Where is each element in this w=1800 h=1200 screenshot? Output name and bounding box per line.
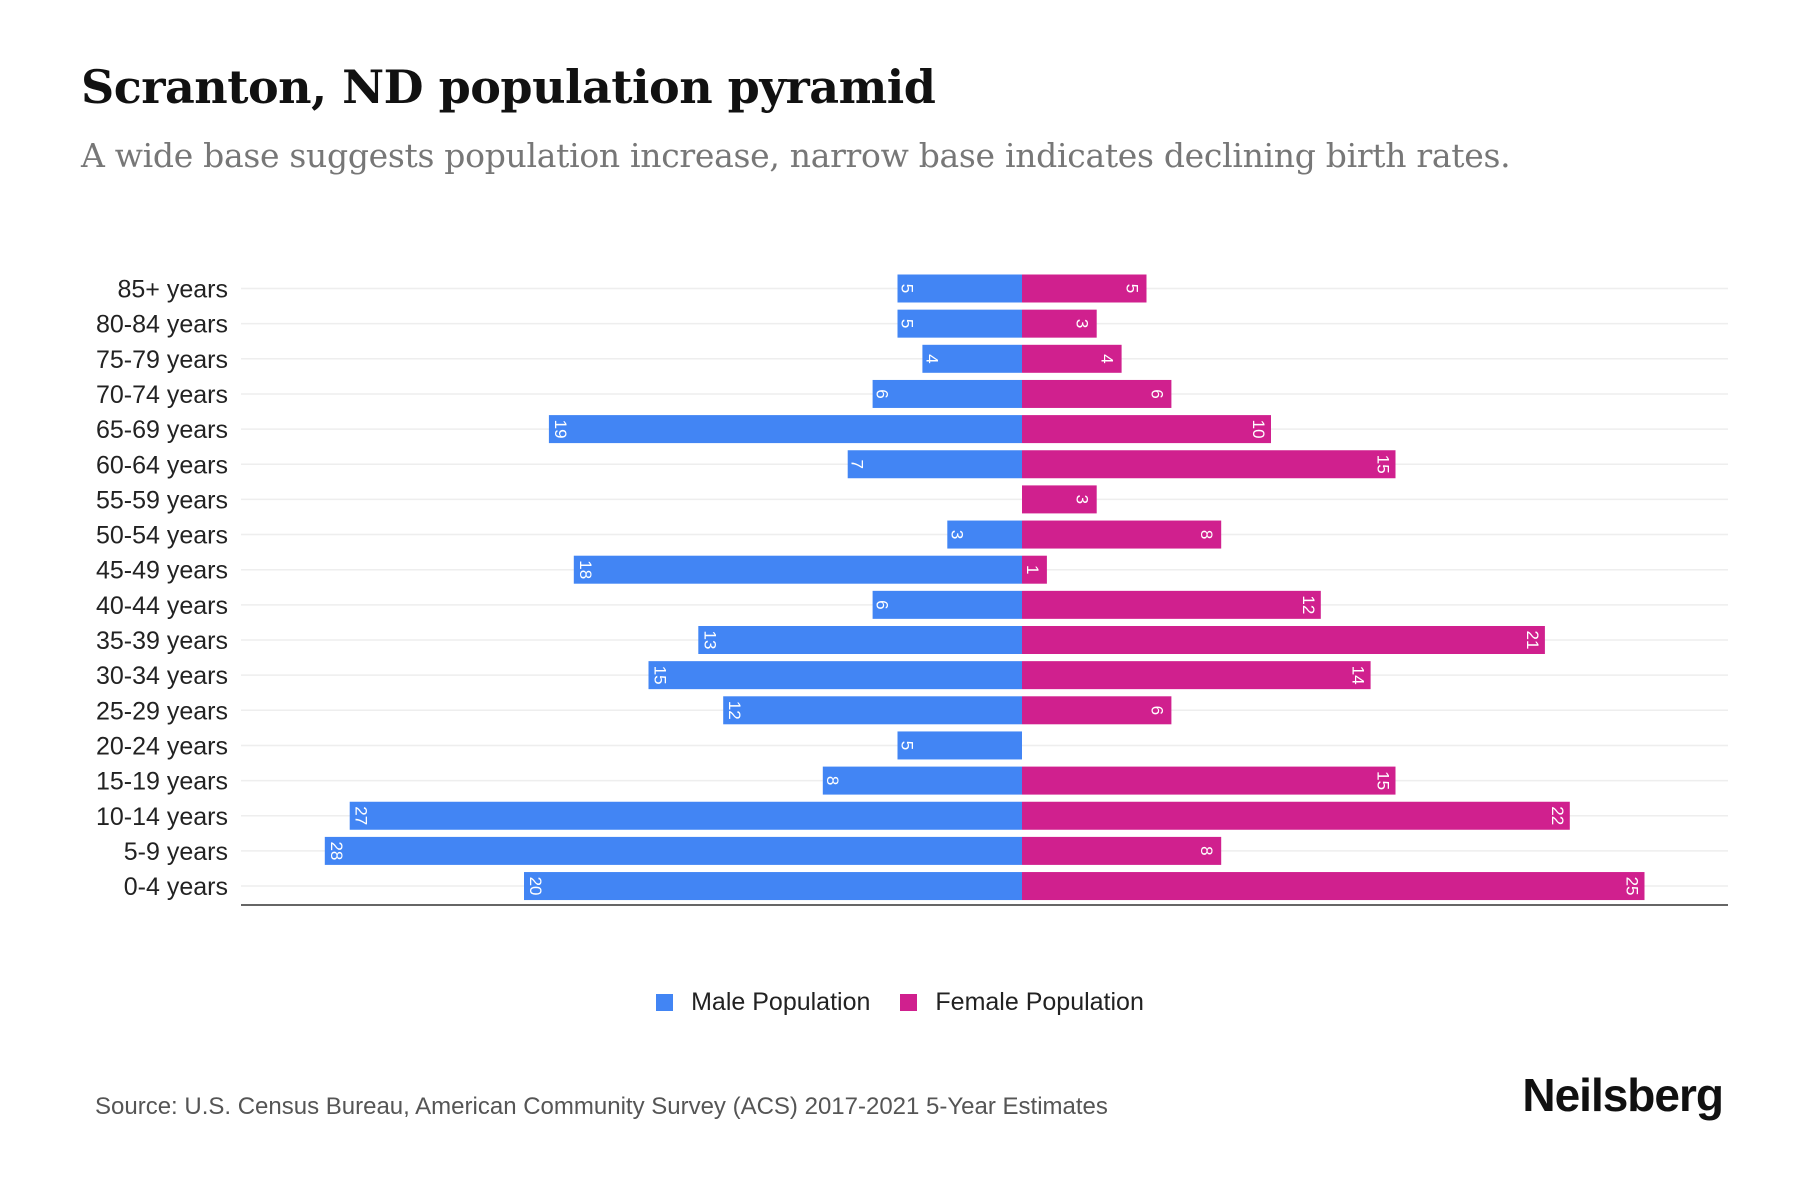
category-label: 20-24 years	[96, 732, 228, 760]
female-value-label: 8	[1197, 846, 1216, 855]
male-value-label: 4	[922, 354, 941, 363]
category-label: 50-54 years	[96, 522, 228, 550]
male-bar	[872, 590, 1022, 619]
category-label: 25-29 years	[96, 697, 228, 725]
category-label: 85+ years	[118, 276, 229, 304]
category-label: 30-34 years	[96, 662, 228, 690]
female-value-label: 6	[1147, 706, 1166, 715]
source-note: Source: U.S. Census Bureau, American Com…	[95, 1093, 1108, 1120]
female-bar	[1022, 450, 1396, 479]
male-value-label: 19	[551, 420, 570, 439]
male-bar	[897, 274, 1022, 303]
male-value-label: 13	[700, 631, 719, 650]
category-label: 5-9 years	[124, 838, 228, 866]
male-value-label: 5	[898, 741, 917, 750]
male-value-label: 12	[725, 701, 744, 720]
legend: Male Population Female Population	[0, 988, 1800, 1017]
male-bar	[324, 836, 1022, 865]
male-swatch	[656, 994, 674, 1011]
female-value-label: 15	[1374, 455, 1393, 474]
female-value-label: 25	[1623, 877, 1642, 896]
male-value-label: 6	[873, 389, 892, 398]
category-label: 0-4 years	[124, 873, 228, 901]
female-value-label: 4	[1098, 354, 1117, 363]
female-value-label: 5	[1123, 284, 1142, 293]
category-label: 45-49 years	[96, 557, 228, 585]
female-bar	[1022, 626, 1545, 654]
category-label: 55-59 years	[96, 486, 228, 514]
category-label: 65-69 years	[96, 416, 228, 444]
category-label: 35-39 years	[96, 627, 228, 655]
category-label: 75-79 years	[96, 346, 228, 374]
female-bar	[1022, 555, 1047, 584]
female-value-label: 8	[1197, 530, 1216, 539]
female-bar	[1022, 590, 1321, 619]
male-bar	[698, 626, 1022, 654]
female-swatch	[900, 994, 918, 1011]
male-value-label: 5	[898, 284, 917, 293]
male-value-label: 6	[873, 600, 892, 609]
male-bar	[524, 872, 1022, 901]
male-value-label: 5	[898, 319, 917, 328]
male-bar	[822, 766, 1022, 795]
female-value-label: 15	[1374, 771, 1393, 790]
neilsberg-logo: Neilsberg	[1522, 1069, 1724, 1121]
male-bar	[648, 661, 1022, 690]
female-bar	[1022, 274, 1147, 303]
female-value-label: 3	[1073, 319, 1092, 328]
male-value-label: 20	[526, 877, 545, 896]
male-bar	[947, 520, 1022, 549]
category-label: 70-74 years	[96, 381, 228, 409]
category-label: 60-64 years	[96, 451, 228, 479]
female-value-label: 22	[1548, 806, 1567, 825]
female-value-label: 14	[1349, 666, 1368, 685]
female-bar	[1022, 696, 1172, 725]
pyramid-chart: 5 5 5 3 4 4 6 6 19 10 7 15 3 3 8 18 1 6 12 13 21 15 14 12 6 5 8 15 2…	[96, 274, 1728, 906]
male-bar	[723, 696, 1022, 725]
male-value-label: 18	[576, 560, 595, 579]
category-label: 80-84 years	[96, 311, 228, 339]
female-bar	[1022, 836, 1222, 865]
legend-male-label: Male Population	[691, 988, 871, 1016]
male-bar	[548, 415, 1022, 444]
female-value-label: 21	[1523, 631, 1542, 650]
female-bar	[1022, 520, 1222, 549]
female-bar	[1022, 485, 1097, 514]
category-label: 15-19 years	[96, 768, 228, 796]
male-bar	[349, 801, 1022, 830]
male-value-label: 28	[327, 841, 346, 860]
male-bar	[847, 450, 1022, 479]
female-value-label: 3	[1073, 495, 1092, 504]
male-bar	[897, 309, 1022, 338]
male-bar	[897, 731, 1022, 760]
female-bar	[1022, 872, 1645, 901]
female-bar	[1022, 766, 1396, 795]
male-bar	[872, 379, 1022, 408]
female-value-label: 1	[1023, 565, 1042, 574]
female-bar	[1022, 344, 1122, 373]
male-value-label: 7	[848, 460, 867, 469]
male-value-label: 27	[352, 806, 371, 825]
female-value-label: 10	[1249, 420, 1268, 439]
female-bar	[1022, 801, 1570, 830]
male-value-label: 3	[947, 530, 966, 539]
female-value-label: 6	[1147, 389, 1166, 398]
legend-item-male: Male Population	[656, 988, 870, 1017]
category-label: 10-14 years	[96, 803, 228, 831]
male-bar	[573, 555, 1022, 584]
female-value-label: 12	[1299, 595, 1318, 614]
female-bar	[1022, 379, 1172, 408]
female-bar	[1022, 309, 1097, 338]
legend-female-label: Female Population	[935, 988, 1144, 1016]
male-bar	[922, 344, 1022, 373]
male-value-label: 15	[651, 666, 670, 685]
chart-title: Scranton, ND population pyramid	[81, 60, 936, 114]
legend-item-female: Female Population	[900, 988, 1144, 1017]
female-bar	[1022, 661, 1371, 690]
category-label: 40-44 years	[96, 592, 228, 620]
male-value-label: 8	[823, 776, 842, 785]
female-bar	[1022, 415, 1271, 444]
chart-subtitle: A wide base suggests population increase…	[81, 136, 1511, 175]
